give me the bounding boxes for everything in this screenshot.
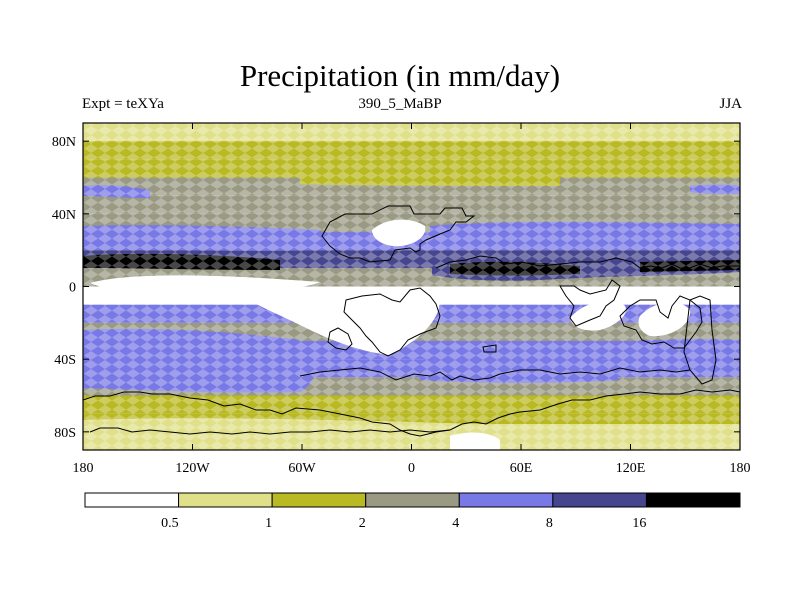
x-tick-label: 120W: [175, 461, 210, 476]
colorbar-box: [178, 492, 273, 508]
stipple-overlay: [83, 123, 740, 450]
colorbar-box: [552, 492, 647, 508]
colorbar-box: [84, 492, 180, 508]
time-period-label: 390_5_MaBP: [358, 96, 442, 112]
y-tick-label: 0: [69, 281, 76, 296]
colorbar-box: [645, 492, 741, 508]
x-tick-label: 180: [730, 461, 751, 476]
season-label: JJA: [719, 96, 742, 112]
colorbar-label: 1: [265, 516, 272, 531]
colorbar-label: 4: [452, 516, 459, 531]
chart-title: Precipitation (in mm/day): [239, 58, 561, 93]
experiment-label: Expt = teXYa: [82, 96, 164, 112]
map-axes: 180 120W 60W 0 60E 120E 180 80N 40N 0 40S 80S: [52, 123, 751, 476]
colorbar-label: 0.5: [161, 516, 179, 531]
colorbar-label: 16: [632, 516, 646, 531]
colorbar-box: [458, 492, 554, 508]
precipitation-field: [83, 123, 740, 450]
colorbar-box: [365, 492, 460, 508]
x-tick-label: 120E: [616, 461, 646, 476]
x-tick-label: 60E: [510, 461, 533, 476]
coastlines: [83, 160, 740, 437]
x-tick-label: 180: [73, 461, 94, 476]
colorbar: 0.5 1 2 4 8 16: [84, 492, 741, 531]
colorbar-box: [271, 492, 367, 508]
y-tick-label: 40S: [54, 353, 76, 368]
colorbar-label: 8: [546, 516, 553, 531]
y-tick-label: 80N: [52, 135, 76, 150]
x-tick-label: 60W: [288, 461, 316, 476]
colorbar-label: 2: [359, 516, 366, 531]
y-tick-label: 40N: [52, 208, 76, 223]
x-tick-label: 0: [408, 461, 415, 476]
y-tick-label: 80S: [54, 426, 76, 441]
